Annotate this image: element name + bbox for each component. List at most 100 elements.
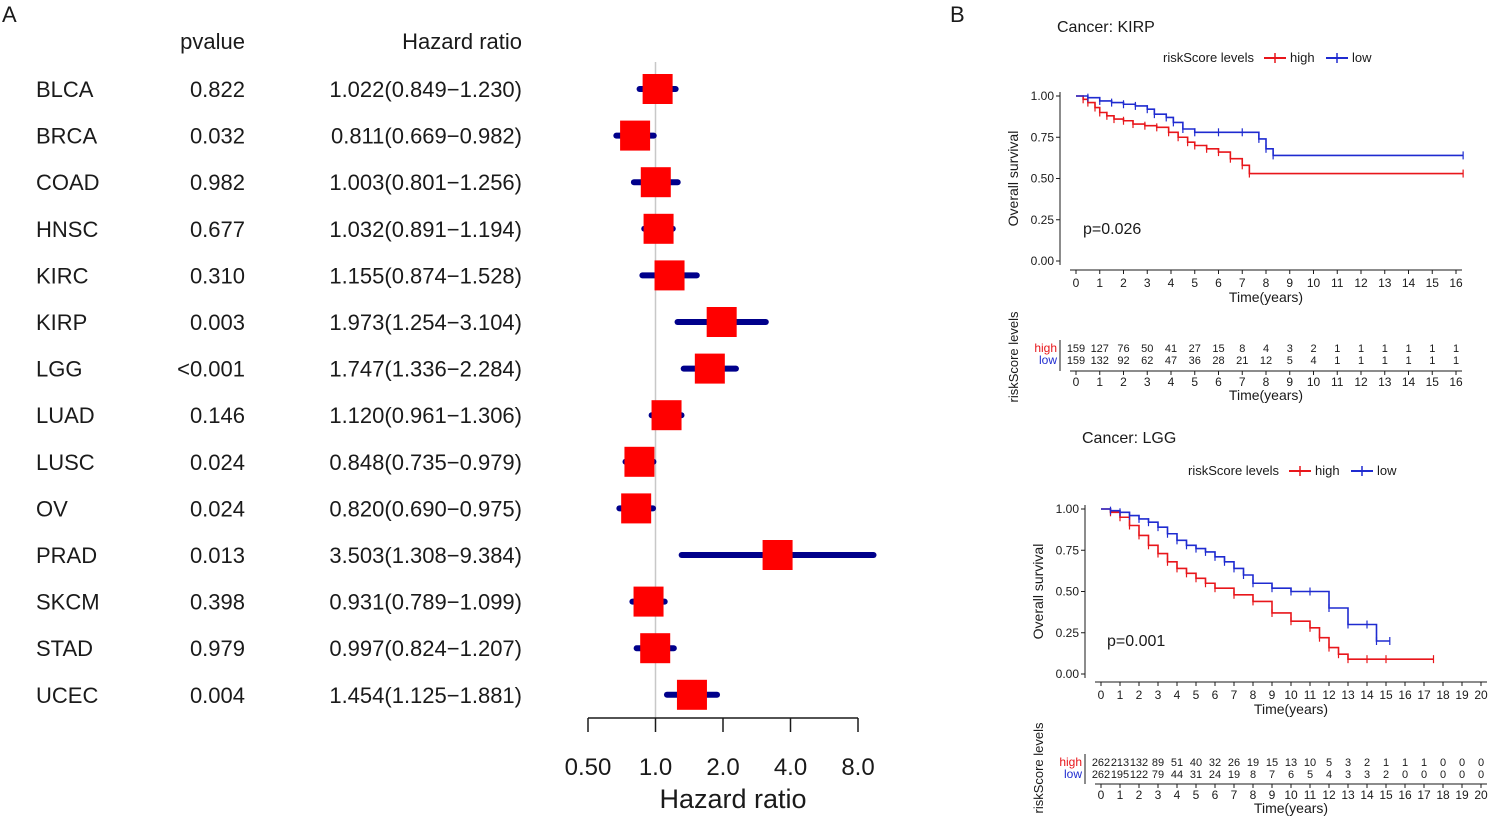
risk-count-low: 0 — [1478, 769, 1484, 781]
row-hr-text: 3.503(1.308−9.384) — [329, 543, 522, 568]
row-label: BRCA — [36, 124, 97, 149]
risk-count-low: 195 — [1111, 769, 1129, 781]
row-pvalue: 0.822 — [190, 77, 245, 102]
row-pvalue: 0.004 — [190, 683, 245, 708]
y-tick-label: 0.75 — [1031, 130, 1055, 144]
risk-count-high: 50 — [1141, 343, 1153, 355]
risk-x-tick-label: 0 — [1073, 375, 1080, 389]
risk-x-tick-label: 13 — [1378, 375, 1392, 389]
x-tick-label: 10 — [1307, 276, 1321, 290]
risk-x-tick-label: 7 — [1239, 375, 1246, 389]
risk-count-high: 27 — [1189, 343, 1201, 355]
risk-x-tick-label: 12 — [1322, 788, 1336, 802]
risk-count-low: 0 — [1402, 769, 1408, 781]
risk-count-high: 26 — [1228, 757, 1240, 769]
x-tick-label: 13 — [1378, 276, 1392, 290]
risk-count-low: 159 — [1067, 355, 1085, 367]
x-tick-label: 5 — [1191, 276, 1198, 290]
risk-count-high: 213 — [1111, 757, 1129, 769]
hr-box — [640, 167, 671, 198]
row-hr-text: 1.120(0.961−1.306) — [329, 403, 522, 428]
risk-count-low: 5 — [1287, 355, 1293, 367]
risk-x-tick-label: 10 — [1284, 788, 1298, 802]
risk-count-high: 41 — [1165, 343, 1177, 355]
x-tick-label: 4 — [1174, 688, 1181, 702]
y-tick-label: 0.50 — [1031, 172, 1055, 186]
x-tick-label: 20 — [1474, 688, 1488, 702]
risk-x-tick-label: 11 — [1304, 788, 1317, 802]
hr-box — [620, 120, 651, 151]
risk-x-tick-label: 16 — [1449, 375, 1463, 389]
risk-count-low: 2 — [1383, 769, 1389, 781]
x-axis-label: Hazard ratio — [659, 784, 806, 814]
risk-count-low: 28 — [1212, 355, 1224, 367]
risk-x-tick-label: 19 — [1455, 788, 1469, 802]
hr-box — [651, 400, 682, 431]
risk-count-high: 51 — [1171, 757, 1183, 769]
risk-count-low: 1 — [1382, 355, 1388, 367]
risk-x-tick-label: 14 — [1402, 375, 1416, 389]
row-label: LUSC — [36, 450, 95, 475]
risk-x-tick-label: 2 — [1120, 375, 1127, 389]
risk-count-low: 4 — [1310, 355, 1316, 367]
row-pvalue: 0.979 — [190, 636, 245, 661]
risk-count-high: 127 — [1091, 343, 1109, 355]
x-axis-label: Time(years) — [1254, 701, 1328, 717]
row-label: LUAD — [36, 403, 95, 428]
risk-row-label-high: high — [1034, 341, 1057, 355]
x-tick-label: 2.0 — [706, 754, 739, 781]
risk-count-low: 31 — [1190, 769, 1202, 781]
risk-x-tick-label: 3 — [1144, 375, 1151, 389]
x-tick-label: 0.50 — [565, 754, 612, 781]
row-label: LGG — [36, 357, 82, 382]
x-tick-label: 6 — [1212, 688, 1219, 702]
row-hr-text: 1.973(1.254−3.104) — [329, 310, 522, 335]
x-tick-label: 12 — [1354, 276, 1368, 290]
risk-count-low: 0 — [1440, 769, 1446, 781]
legend-label-low: low — [1377, 463, 1397, 478]
x-tick-label: 1 — [1117, 688, 1124, 702]
risk-x-tick-label: 1 — [1096, 375, 1103, 389]
risk-x-tick-label: 4 — [1174, 788, 1181, 802]
y-tick-label: 0.75 — [1056, 543, 1080, 557]
risk-count-high: 132 — [1130, 757, 1148, 769]
risk-count-high: 262 — [1092, 757, 1110, 769]
risk-y-axis-label: riskScore levels — [1031, 722, 1046, 814]
x-tick-label: 15 — [1379, 688, 1393, 702]
row-pvalue: 0.398 — [190, 590, 245, 615]
risk-count-low: 1 — [1453, 355, 1459, 367]
y-tick-label: 0.25 — [1056, 626, 1080, 640]
risk-x-axis-label: Time(years) — [1254, 800, 1328, 816]
risk-count-high: 32 — [1209, 757, 1221, 769]
risk-count-low: 1 — [1405, 355, 1411, 367]
x-tick-label: 6 — [1215, 276, 1222, 290]
risk-count-high: 1 — [1358, 343, 1364, 355]
row-pvalue: 0.310 — [190, 263, 245, 288]
risk-count-low: 3 — [1364, 769, 1370, 781]
hr-box — [621, 493, 652, 524]
row-pvalue: 0.146 — [190, 403, 245, 428]
risk-count-high: 5 — [1326, 757, 1332, 769]
risk-row-label-low: low — [1039, 353, 1057, 367]
risk-count-high: 1 — [1402, 757, 1408, 769]
y-tick-label: 1.00 — [1031, 89, 1055, 103]
x-tick-label: 7 — [1231, 688, 1238, 702]
risk-count-high: 8 — [1239, 343, 1245, 355]
legend-label-high: high — [1290, 50, 1315, 65]
x-tick-label: 16 — [1449, 276, 1463, 290]
risk-x-tick-label: 0 — [1098, 788, 1105, 802]
x-tick-label: 13 — [1341, 688, 1355, 702]
legend-title: riskScore levels — [1188, 463, 1280, 478]
legend-label-low: low — [1352, 50, 1372, 65]
legend-title: riskScore levels — [1163, 50, 1255, 65]
row-pvalue: <0.001 — [177, 357, 245, 382]
hr-box — [633, 586, 664, 617]
risk-x-axis-label: Time(years) — [1229, 387, 1303, 403]
x-tick-label: 9 — [1286, 276, 1293, 290]
row-pvalue: 0.024 — [190, 496, 245, 521]
row-label: BLCA — [36, 77, 94, 102]
p-value: p=0.026 — [1083, 221, 1141, 238]
y-tick-label: 0.50 — [1056, 585, 1080, 599]
row-hr-text: 0.820(0.690−0.975) — [329, 496, 522, 521]
